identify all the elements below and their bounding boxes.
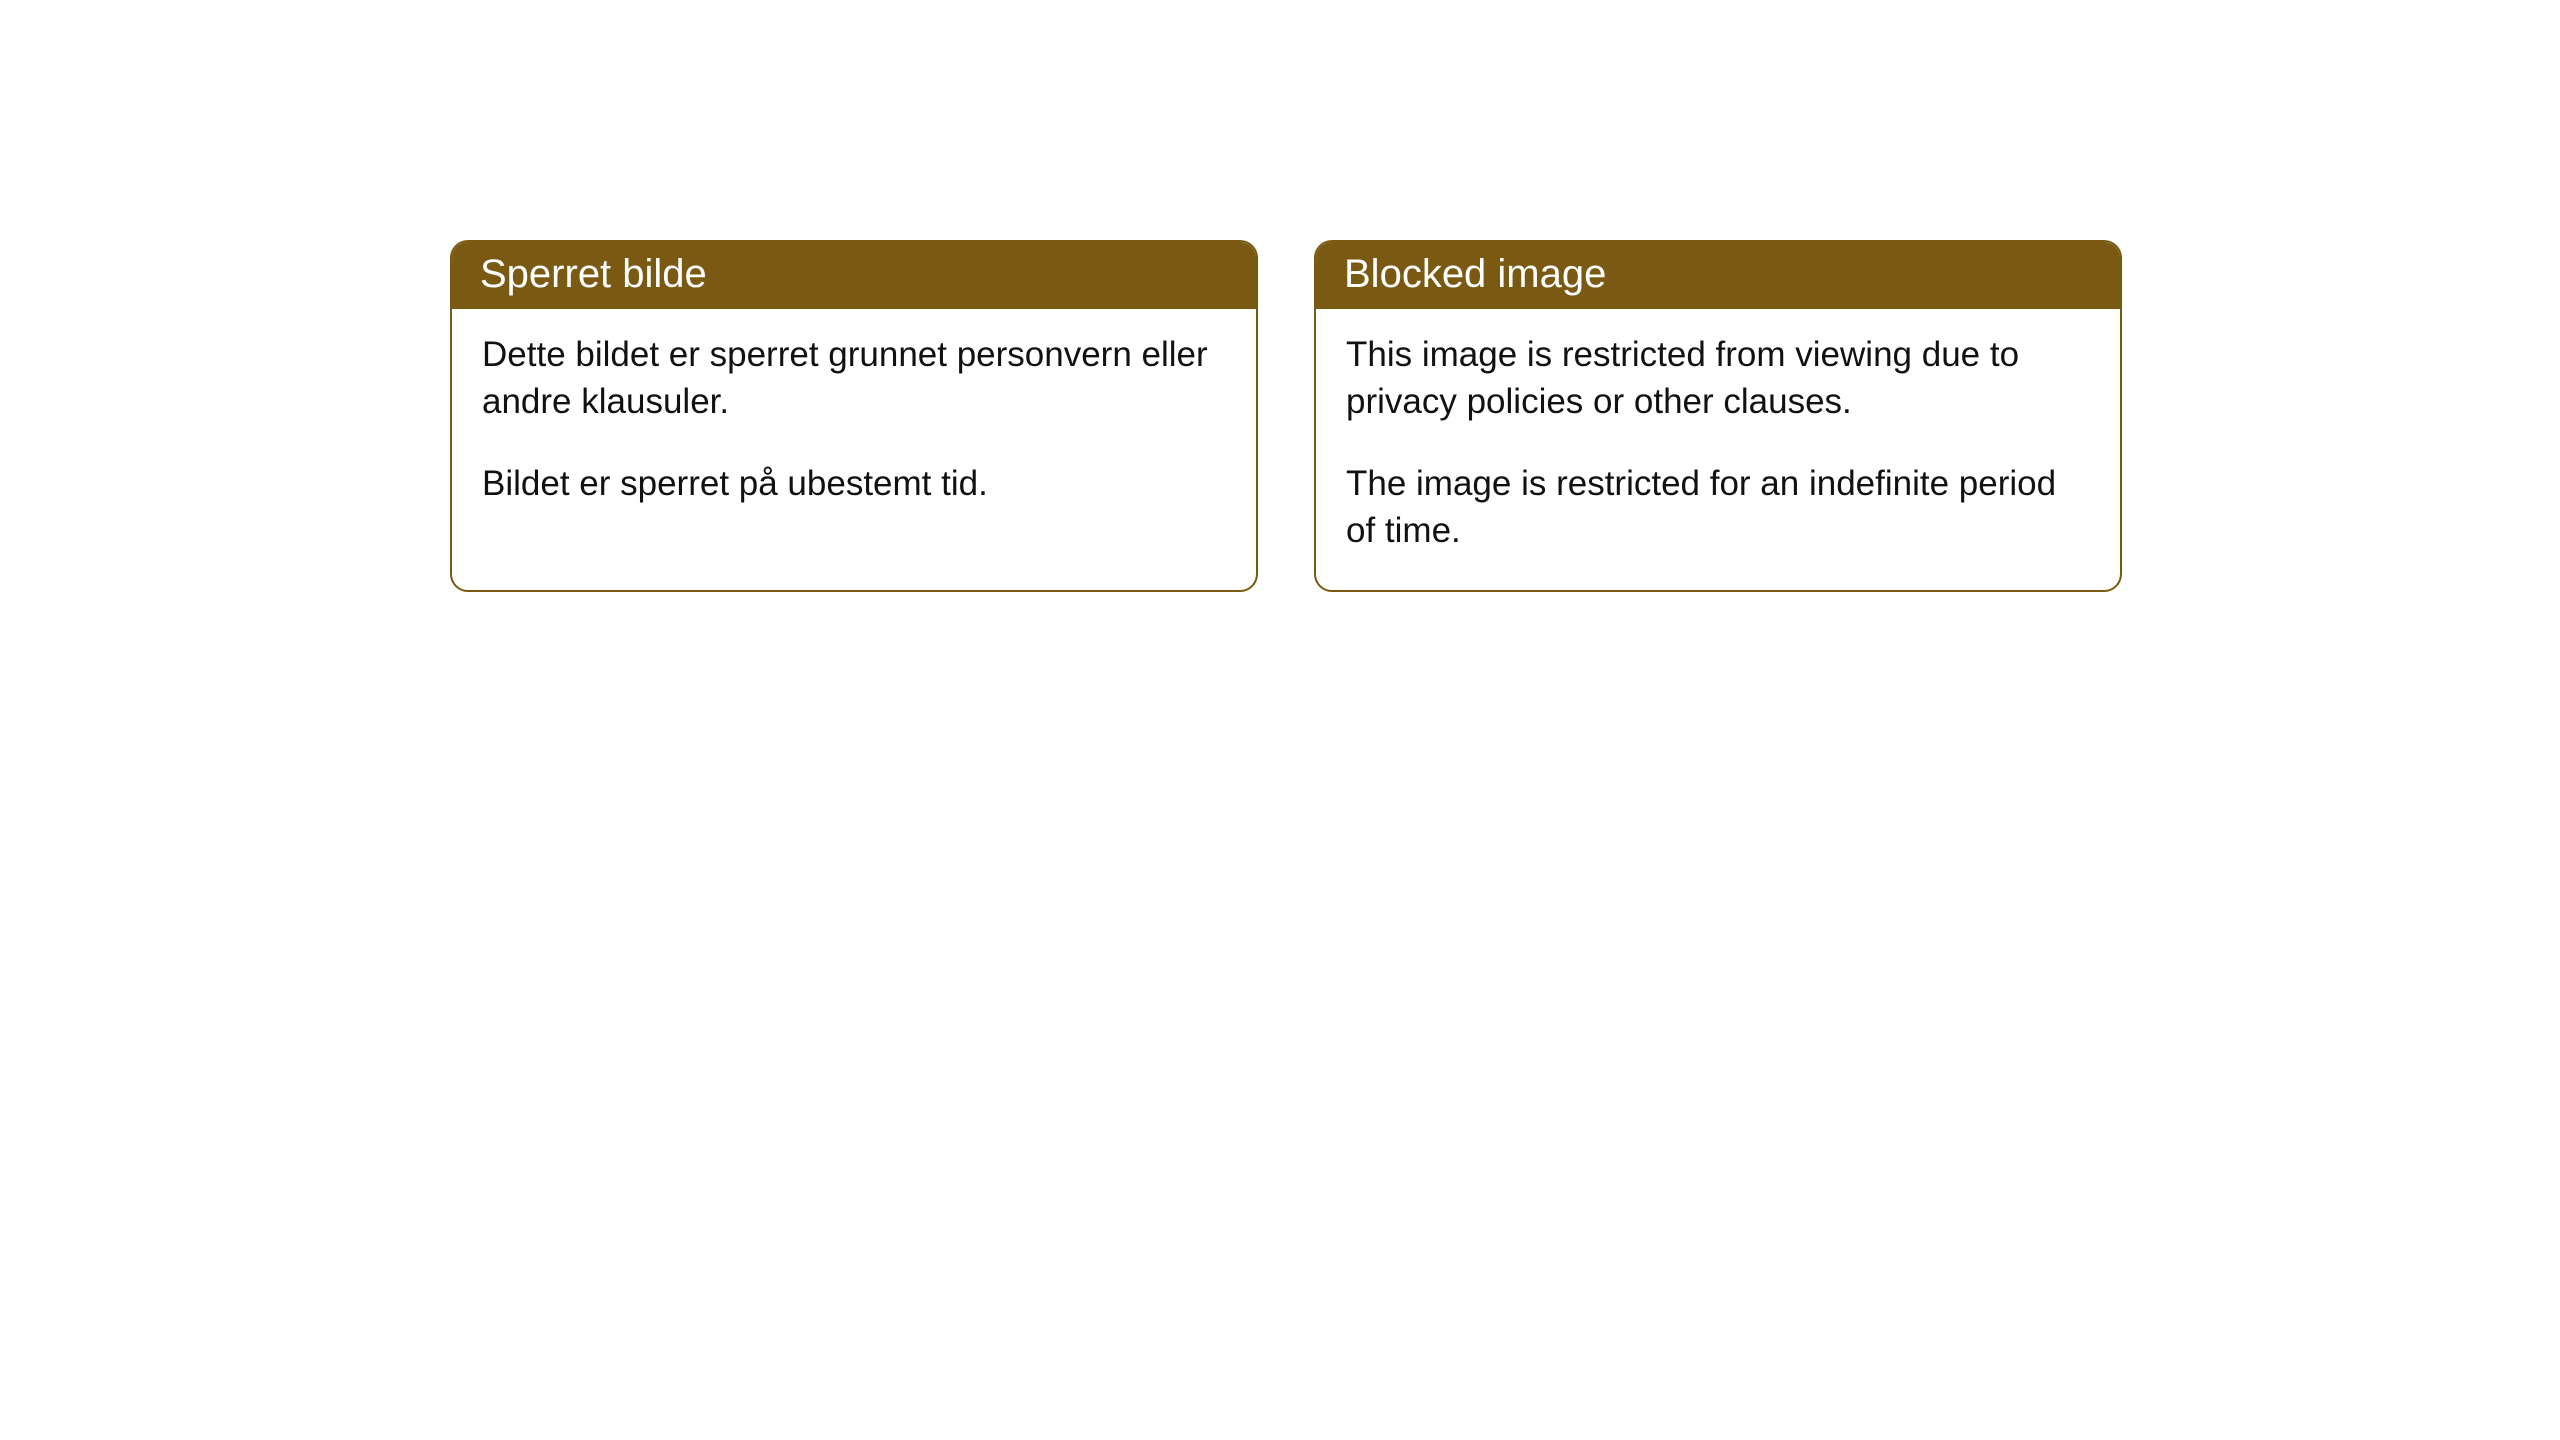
card-header-norwegian: Sperret bilde [452, 242, 1256, 309]
card-text-english-2: The image is restricted for an indefinit… [1346, 460, 2090, 555]
card-body-english: This image is restricted from viewing du… [1316, 309, 2120, 590]
card-text-norwegian-1: Dette bildet er sperret grunnet personve… [482, 331, 1226, 426]
card-text-norwegian-2: Bildet er sperret på ubestemt tid. [482, 460, 1226, 507]
notice-card-norwegian: Sperret bilde Dette bildet er sperret gr… [450, 240, 1258, 592]
card-text-english-1: This image is restricted from viewing du… [1346, 331, 2090, 426]
card-header-english: Blocked image [1316, 242, 2120, 309]
card-body-norwegian: Dette bildet er sperret grunnet personve… [452, 309, 1256, 543]
notice-cards-row: Sperret bilde Dette bildet er sperret gr… [450, 240, 2560, 592]
notice-card-english: Blocked image This image is restricted f… [1314, 240, 2122, 592]
